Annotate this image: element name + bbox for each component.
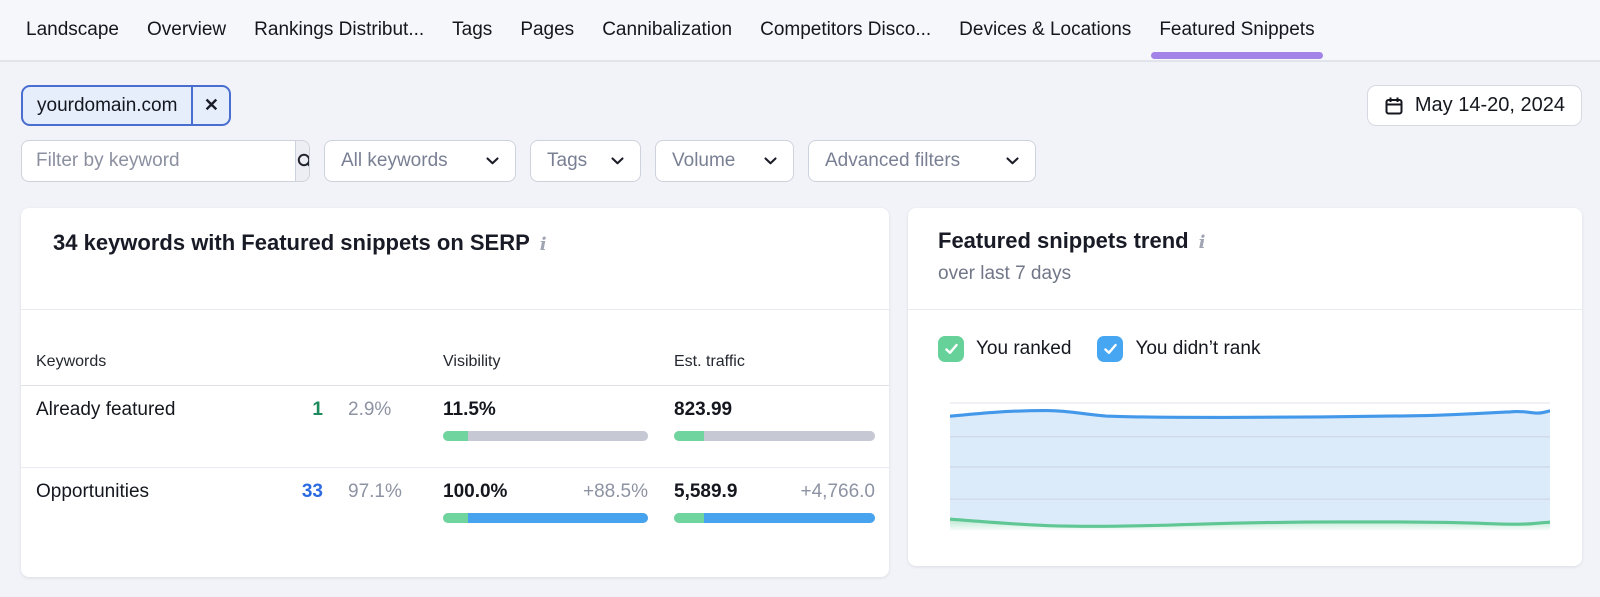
domain-filter-chip: yourdomain.com ✕ [21, 85, 232, 126]
dropdown-volume-label: Volume [672, 150, 736, 171]
keyword-search-input[interactable] [22, 141, 295, 181]
search-button[interactable] [295, 141, 309, 181]
table-row-already-featured: Already featured 1 2.9% 11.5% 823.99 [21, 385, 889, 467]
line-you-ranked [948, 517, 1552, 528]
tab-bar: Landscape Overview Rankings Distribut...… [0, 0, 1600, 62]
trend-card-subtitle: over last 7 days [938, 263, 1072, 284]
dropdown-advanced-filters-label: Advanced filters [825, 150, 961, 171]
row-count: 33 [301, 481, 323, 502]
visibility-value: 11.5% [443, 399, 496, 420]
column-header-visibility: Visibility [443, 353, 501, 370]
row-count: 1 [312, 399, 323, 420]
row-share: 97.1% [348, 481, 402, 502]
chevron-down-icon [764, 157, 777, 165]
chevron-down-icon [486, 157, 499, 165]
est-traffic-bar [674, 513, 875, 523]
domain-chip-close-icon[interactable]: ✕ [191, 87, 229, 124]
tab-tags[interactable]: Tags [452, 19, 493, 40]
dropdown-advanced-filters[interactable]: Advanced filters [808, 140, 1036, 182]
dropdown-all-keywords[interactable]: All keywords [324, 140, 516, 182]
tab-devices-locations[interactable]: Devices & Locations [959, 19, 1132, 40]
domain-chip-label: yourdomain.com [37, 94, 178, 116]
tab-pages[interactable]: Pages [520, 19, 575, 40]
legend-you-didnt-rank-label: You didn’t rank [1135, 338, 1261, 359]
date-range-picker[interactable]: May 14-20, 2024 [1366, 85, 1582, 126]
tab-featured-snippets[interactable]: Featured Snippets [1151, 0, 1323, 61]
filter-row-top: yourdomain.com ✕ May 14-20, 2024 [21, 85, 1582, 126]
column-header-est-traffic: Est. traffic [674, 353, 745, 370]
dropdown-tags-label: Tags [547, 150, 588, 171]
cards-row: 34 keywords with Featured snippets on SE… [21, 208, 1582, 577]
keywords-card-header: 34 keywords with Featured snippets on SE… [21, 208, 889, 310]
filter-row: All keywords Tags Volume Advanced filter… [21, 140, 1582, 182]
search-icon [296, 152, 309, 171]
gridlines [950, 402, 1550, 500]
keywords-card-title: 34 keywords with Featured snippets on SE… [53, 230, 530, 255]
legend-you-ranked[interactable]: You ranked [938, 336, 1071, 362]
chevron-down-icon [1006, 157, 1019, 165]
est-traffic-delta: +4,766.0 [800, 481, 876, 502]
checkbox-you-didnt-rank[interactable] [1097, 336, 1124, 362]
table-header-row: Keywords Visibility Est. traffic [21, 310, 889, 385]
line-you-didnt-rank [948, 409, 1552, 419]
dropdown-volume[interactable]: Volume [655, 140, 794, 182]
tab-rankings-distribution[interactable]: Rankings Distribut... [254, 19, 425, 40]
dropdown-tags[interactable]: Tags [530, 140, 641, 182]
checkbox-you-ranked[interactable] [938, 336, 964, 362]
page-content: yourdomain.com ✕ May 14-20, 2024 [0, 85, 1600, 577]
row-share: 2.9% [348, 399, 392, 420]
tab-competitors-discovery[interactable]: Competitors Disco... [760, 19, 932, 40]
legend-you-didnt-rank[interactable]: You didn’t rank [1097, 336, 1260, 362]
trend-card-title: Featured snippets trend [938, 228, 1189, 253]
row-label: Already featured [36, 399, 176, 420]
visibility-delta: +88.5% [583, 481, 648, 502]
est-traffic-bar [674, 431, 875, 441]
row-label: Opportunities [36, 481, 150, 502]
keyword-search [21, 140, 310, 182]
featured-snippets-trend-card: Featured snippets trend i over last 7 day… [908, 208, 1582, 566]
legend-you-ranked-label: You ranked [976, 338, 1072, 359]
chevron-down-icon [611, 157, 624, 165]
est-traffic-value: 5,589.9 [674, 481, 738, 502]
trend-area-chart [948, 398, 1552, 533]
calendar-icon [1384, 96, 1404, 116]
trend-legend: You ranked You didn’t rank [938, 336, 1582, 362]
area-fill [950, 410, 1550, 527]
trend-card-header: Featured snippets trend i over last 7 day… [908, 208, 1582, 310]
tab-landscape[interactable]: Landscape [26, 19, 119, 40]
column-header-keywords: Keywords [36, 353, 107, 370]
visibility-bar [443, 513, 648, 523]
visibility-bar [443, 431, 648, 441]
dropdown-all-keywords-label: All keywords [341, 150, 448, 171]
info-icon[interactable]: i [1198, 232, 1206, 253]
featured-snippets-keywords-card: 34 keywords with Featured snippets on SE… [21, 208, 889, 577]
tab-cannibalization[interactable]: Cannibalization [602, 19, 733, 40]
visibility-value: 100.0% [443, 481, 508, 502]
date-range-label: May 14-20, 2024 [1414, 94, 1565, 116]
tab-overview[interactable]: Overview [146, 19, 227, 40]
table-row-opportunities: Opportunities 33 97.1% 100.0% +88.5% 5,5… [21, 467, 889, 545]
est-traffic-value: 823.99 [674, 399, 733, 420]
info-icon[interactable]: i [539, 234, 547, 255]
